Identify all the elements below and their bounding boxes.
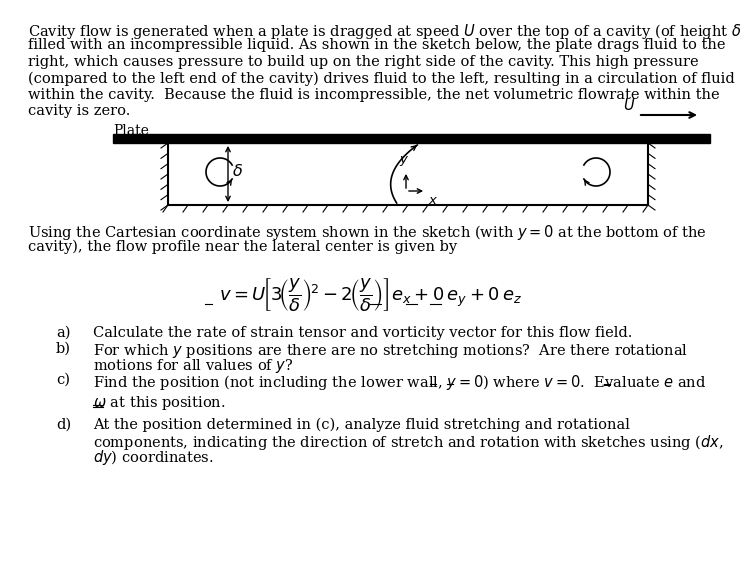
Text: right, which causes pressure to build up on the right side of the cavity. This h: right, which causes pressure to build up…: [28, 55, 699, 69]
Text: $y$: $y$: [399, 154, 409, 168]
Bar: [113, 134, 710, 143]
Text: motions for all values of $y$?: motions for all values of $y$?: [93, 357, 294, 375]
Text: $x$: $x$: [428, 194, 439, 207]
Text: within the cavity.  Because the fluid is incompressible, the net volumetric flow: within the cavity. Because the fluid is …: [28, 88, 720, 102]
Text: $U$: $U$: [623, 97, 635, 113]
Text: components, indicating the direction of stretch and rotation with sketches using: components, indicating the direction of …: [93, 433, 723, 452]
Text: $\delta$: $\delta$: [232, 163, 243, 181]
Text: (compared to the left end of the cavity) drives fluid to the left, resulting in : (compared to the left end of the cavity)…: [28, 71, 735, 86]
Text: At the position determined in (c), analyze fluid stretching and rotational: At the position determined in (c), analy…: [93, 417, 630, 432]
Text: Cavity flow is generated when a plate is dragged at speed $U$ over the top of a : Cavity flow is generated when a plate is…: [28, 22, 742, 41]
Text: cavity is zero.: cavity is zero.: [28, 104, 131, 119]
Text: Calculate the rate of strain tensor and vorticity vector for this flow field.: Calculate the rate of strain tensor and …: [93, 326, 632, 340]
Text: d): d): [56, 417, 71, 431]
Text: Plate: Plate: [113, 124, 149, 138]
Text: For which $y$ positions are there are no stretching motions?  Are there rotation: For which $y$ positions are there are no…: [93, 342, 688, 360]
Text: Find the position (not including the lower wall, $y = 0$) where $v = 0$.  Evalua: Find the position (not including the low…: [93, 372, 706, 391]
Text: $dy$) coordinates.: $dy$) coordinates.: [93, 449, 214, 467]
Text: $\mathit{v} = U\!\left[3\!\left(\dfrac{y}{\delta}\right)^{\!2} - 2\!\left(\dfrac: $\mathit{v} = U\!\left[3\!\left(\dfrac{y…: [220, 276, 522, 313]
Text: cavity), the flow profile near the lateral center is given by: cavity), the flow profile near the later…: [28, 240, 457, 254]
Text: b): b): [56, 342, 71, 356]
Text: a): a): [56, 326, 70, 340]
Text: filled with an incompressible liquid. As shown in the sketch below, the plate dr: filled with an incompressible liquid. As…: [28, 38, 726, 53]
Text: Using the Cartesian coordinate system shown in the sketch (with $y = 0$ at the b: Using the Cartesian coordinate system sh…: [28, 223, 707, 242]
Text: $\omega$ at this position.: $\omega$ at this position.: [93, 394, 226, 412]
Text: c): c): [56, 372, 70, 387]
